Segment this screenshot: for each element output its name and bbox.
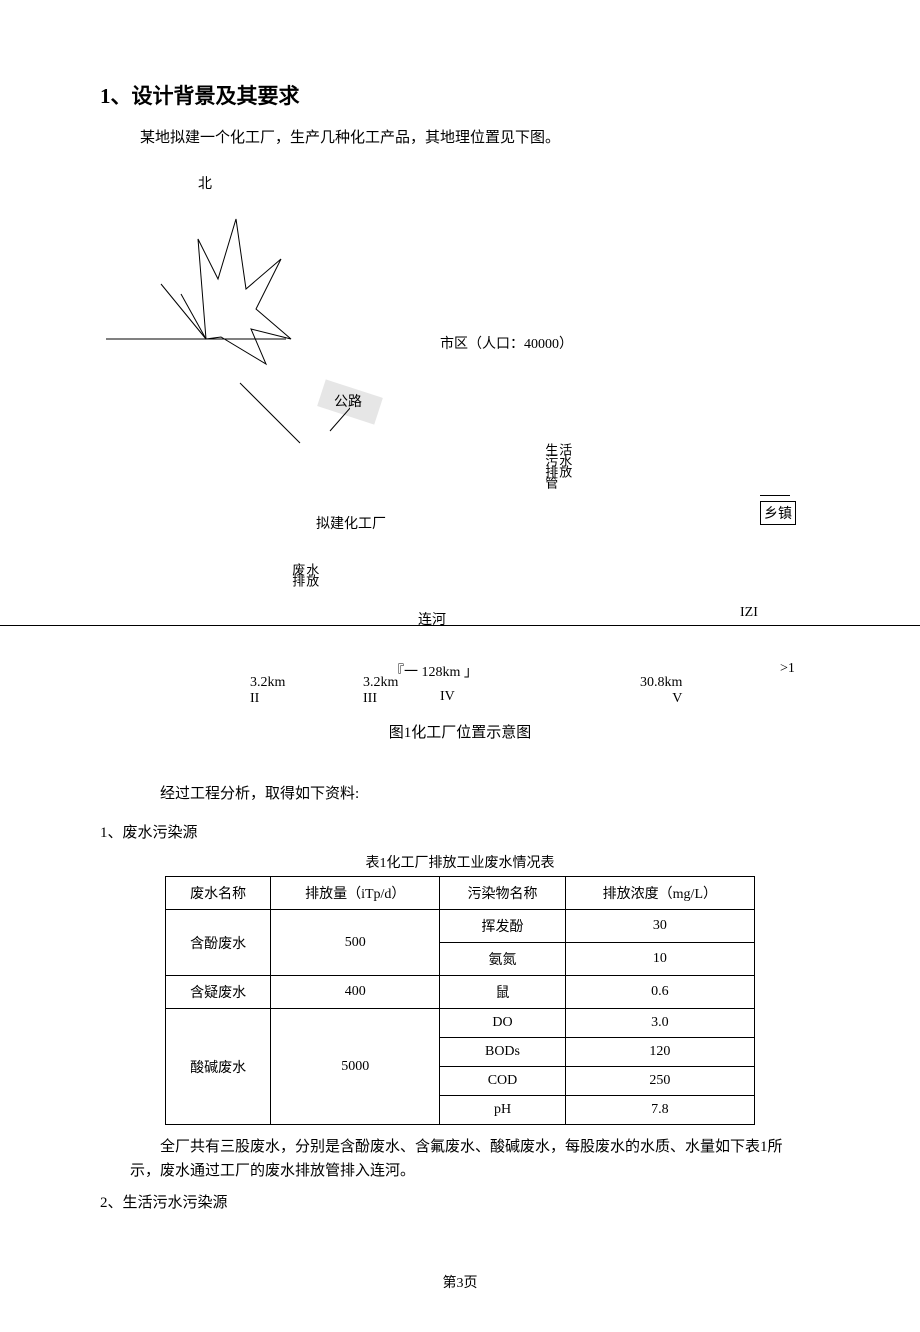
sewage-pipe-label-1: 生污排管 [543,443,557,487]
source1-heading: 1、废水污染源 [100,821,820,842]
table-row: 含疑废水 400 鼠 0.6 [166,976,755,1009]
location-diagram: 北 市区（人口：40000） 公路 生污排管 活水放 拟建化工厂 乡镇 废排 水… [100,163,820,703]
dist-3-roman: III [363,691,398,707]
table-row: 酸碱废水 5000 DO 3.0 [166,1009,755,1038]
intro-text: 某地拟建一个化工厂，生产几种化工产品，其地理位置见下图。 [140,126,820,147]
section-heading: 1、设计背景及其要求 [100,80,820,110]
gt1-label: >1 [780,661,795,677]
cell-discharge: 500 [271,910,440,976]
factory-label: 拟建化工厂 [316,513,386,533]
dist-5-roman: V [640,691,682,707]
cell-pollutant: 鼠 [440,976,565,1009]
cell-conc: 250 [565,1067,754,1096]
cell-pollutant: BODs [440,1038,565,1067]
after-table-text: 全厂共有三股废水，分别是含酚废水、含氟废水、酸碱废水，每股废水的水质、水量如下表… [130,1135,800,1183]
izi-label: IZI [740,605,758,621]
dist-marker-4: IV [440,689,455,705]
cell-discharge: 400 [271,976,440,1009]
dist-marker-3: 3.2km III [363,675,398,707]
cell-conc: 0.6 [565,976,754,1009]
cell-conc: 7.8 [565,1096,754,1125]
cell-conc: 120 [565,1038,754,1067]
th-concentration: 排放浓度（mg/L） [565,877,754,910]
waste-discharge-label-2: 水放 [304,563,318,585]
source2-heading: 2、生活污水污染源 [100,1191,820,1212]
dist-marker-2: 3.2km II [250,675,285,707]
table-header-row: 废水名称 排放量（iTp/d） 污染物名称 排放浓度（mg/L） [166,877,755,910]
cell-name: 含疑废水 [166,976,271,1009]
wastewater-table: 废水名称 排放量（iTp/d） 污染物名称 排放浓度（mg/L） 含酚废水 50… [165,876,755,1125]
dist-2-km: 3.2km [250,675,285,691]
cell-conc: 30 [565,910,754,943]
cell-pollutant: 氨氮 [440,943,565,976]
road-lines-icon [230,373,350,453]
dist-2-roman: II [250,691,285,707]
bracket-label: 『一 128km 」 [390,661,478,681]
wind-rose-icon [106,189,306,389]
page-footer: 第3页 [0,1272,920,1292]
cell-conc: 3.0 [565,1009,754,1038]
river-label: 连河 [418,609,446,629]
city-label: 市区（人口：40000） [440,333,573,353]
sewage-pipe-label-2: 活水放 [557,443,571,476]
table-caption: 表1化工厂排放工业废水情况表 [100,852,820,872]
th-discharge: 排放量（iTp/d） [271,877,440,910]
figure-caption: 图1化工厂位置示意图 [100,721,820,742]
dist-4-roman: IV [440,689,455,705]
cell-name: 酸碱废水 [166,1009,271,1125]
cell-pollutant: COD [440,1067,565,1096]
cell-discharge: 5000 [271,1009,440,1125]
table-row: 含酚废水 500 挥发酚 30 [166,910,755,943]
river-line [0,625,920,626]
th-name: 废水名称 [166,877,271,910]
analysis-intro: 经过工程分析，取得如下资料: [160,782,820,803]
dist-marker-5: 30.8km V [640,675,682,707]
township-label: 乡镇 [760,501,796,525]
dist-5-km: 30.8km [640,675,682,691]
cell-pollutant: DO [440,1009,565,1038]
waste-discharge-label-1: 废排 [290,563,304,585]
cell-pollutant: pH [440,1096,565,1125]
dist-3-km: 3.2km [363,675,398,691]
th-pollutant: 污染物名称 [440,877,565,910]
cell-name: 含酚废水 [166,910,271,976]
township-topline [760,495,790,496]
cell-conc: 10 [565,943,754,976]
cell-pollutant: 挥发酚 [440,910,565,943]
